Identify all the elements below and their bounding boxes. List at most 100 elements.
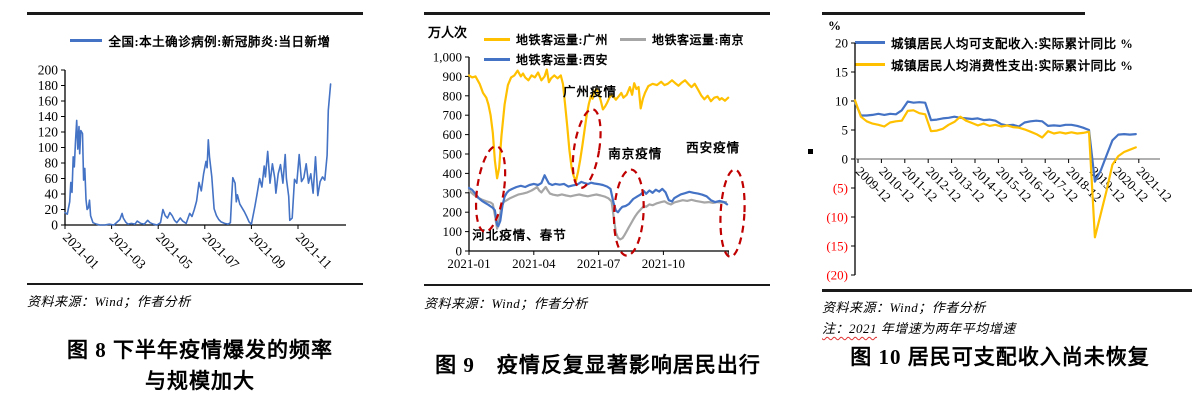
highlight-ellipse (571, 108, 602, 189)
legend-line-swatch (855, 41, 885, 44)
y-tick-label: 20 (45, 202, 59, 217)
legend-line-swatch (484, 58, 510, 61)
axes: 20151050(5)(10)(15)(20)2009-122010-12201… (826, 36, 1175, 283)
stray-square-artifact (808, 149, 813, 154)
x-tick-label: 2021-10 (642, 256, 685, 271)
y-tick-label: 160 (38, 94, 59, 109)
y-tick-label: 400 (443, 166, 463, 181)
y-tick-label: 5 (842, 123, 849, 138)
figure-10-panel: % 城镇居民人均可支配收入:实际累计同比 % 城镇居民人均消费性支出:实际累计同… (806, 0, 1194, 414)
y-tick-label: 0 (51, 218, 58, 233)
annotation-text: 西安疫情 (686, 140, 740, 155)
figure-9-caption: 图 9 疫情反复显著影响居民出行 (412, 350, 784, 381)
legend-line-swatch (855, 63, 885, 66)
y-tick-label: 200 (38, 63, 59, 78)
y-tick-label: 10 (835, 94, 848, 109)
top-rule (424, 12, 770, 15)
y-tick-label: (10) (826, 210, 848, 225)
fig8-legend: 全国:本土确诊病例:新冠肺炎:当日新增 (10, 31, 390, 50)
y-tick-label: 20 (835, 36, 848, 51)
series-line-0 (64, 83, 332, 226)
x-tick-label: 2021-03 (106, 230, 149, 273)
caption-line: 图 10 居民可支配收入尚未恢复 (850, 345, 1150, 369)
legend-entry-consumption-expenditure: 城镇居民人均消费性支出:实际累计同比 % (855, 55, 1133, 74)
y-tick-label: 200 (443, 205, 463, 220)
y-tick-label: 500 (443, 147, 463, 162)
series-lines (467, 68, 730, 241)
caption-line: 与规模加大 (145, 369, 255, 393)
fig10-note: 注：2021 年增速为两年平均增速 (822, 318, 1016, 337)
bottom-rule (27, 283, 363, 285)
x-tick-label: 2021-09 (246, 230, 289, 273)
x-tick-label: 2021-05 (153, 230, 196, 273)
legend-label-covid-cases: 全国:本土确诊病例:新冠肺炎:当日新增 (108, 35, 331, 49)
y-tick-label: 0 (842, 152, 849, 167)
y-tick-label: 100 (443, 224, 463, 239)
y-tick-label: 1,000 (433, 50, 462, 65)
y-tick-label: 300 (443, 185, 463, 200)
fig8-source-note: 资料来源：Wind；作者分析 (27, 294, 191, 309)
y-tick-label: 180 (38, 78, 59, 93)
caption-line: 图 8 下半年疫情爆发的频率 (67, 338, 333, 362)
axes: 0 100 200 300 400 500 600 700 800 900 1,000 2021-01… (433, 50, 729, 271)
figure-9-panel: 万人次 地铁客运量:广州 地铁客运量:南京 地铁客运量:西安 0 100 200 30… (412, 0, 784, 414)
legend-label-expenditure: 城镇居民人均消费性支出:实际累计同比 % (891, 59, 1134, 73)
y-tick-label: 700 (443, 108, 463, 123)
figure-8-caption: 图 8 下半年疫情爆发的频率 与规模加大 (10, 335, 390, 397)
fig9-source-note: 资料来源：Wind；作者分析 (424, 296, 588, 311)
y-tick-label: 40 (45, 187, 59, 202)
y-tick-label: 80 (45, 156, 59, 171)
x-tick-label: 2021-01 (60, 230, 102, 272)
x-tick-label: 2021-04 (512, 256, 556, 271)
x-tick-label: 2021-01 (447, 256, 490, 271)
series-line-0 (853, 100, 1137, 183)
legend-entry-nanjing: 地铁客运量:南京 (620, 31, 744, 48)
y-axis-unit-label: % (828, 18, 841, 33)
y-tick-label: 0 (456, 244, 463, 259)
series-line-2 (467, 174, 729, 228)
legend-entry-xian: 地铁客运量:西安 (484, 51, 608, 68)
highlight-ellipse (474, 145, 507, 233)
legend-label-nanjing: 地铁客运量:南京 (652, 33, 744, 47)
y-axis-unit-label: 万人次 (428, 25, 468, 40)
y-tick-label: (15) (826, 239, 848, 254)
fig10-source-note: 资料来源：Wind；作者分析 (822, 300, 986, 315)
highlight-ellipses (474, 108, 746, 258)
bottom-rule (822, 289, 1192, 292)
annotation-text: 南京疫情 (608, 146, 662, 161)
top-rule (822, 12, 1085, 15)
y-tick-label: 60 (45, 171, 59, 186)
note-rest-text: 年增速为两年平均增速 (877, 321, 1016, 336)
annotation-text: 河北疫情、春节 (472, 228, 567, 243)
legend-label-xian: 地铁客运量:西安 (516, 53, 608, 67)
legend-entry-disposable-income: 城镇居民人均可支配收入:实际累计同比 % (855, 33, 1133, 52)
series-line-1 (853, 99, 1137, 239)
income-expenditure-growth-chart: 20151050(5)(10)(15)(20)2009-122010-12201… (826, 36, 1175, 283)
y-tick-label: 15 (835, 65, 848, 80)
highlight-ellipse (612, 168, 645, 257)
bottom-rule (424, 284, 770, 286)
legend-line-swatch (69, 39, 102, 42)
y-tick-label: 900 (443, 69, 463, 84)
y-tick-label: 600 (443, 127, 463, 142)
series-line-0 (467, 68, 730, 183)
series-line-1 (467, 185, 728, 241)
metro-ridership-chart: 0 100 200 300 400 500 600 700 800 900 1,000 2021-01… (433, 50, 746, 271)
legend-label-income: 城镇居民人均可支配收入:实际累计同比 % (891, 37, 1134, 51)
highlight-ellipse (719, 168, 746, 258)
figure-8-panel: 全国:本土确诊病例:新冠肺炎:当日新增 0 20 40 60 80 100 120 140 16… (10, 0, 390, 414)
legend-line-swatch (484, 38, 510, 41)
legend-line-swatch (620, 38, 646, 41)
y-tick-label: 120 (38, 125, 59, 140)
y-tick-label: (20) (826, 268, 848, 283)
y-tick-label: 800 (443, 88, 463, 103)
x-tick-label: 2021-07 (200, 230, 243, 273)
x-tick-label: 2021-11 (293, 230, 335, 272)
x-tick-label: 2021-07 (577, 256, 621, 271)
caption-line: 图 9 疫情反复显著影响居民出行 (435, 353, 761, 377)
note-flagged-text: 注：2021 (822, 321, 878, 336)
legend-label-guangzhou: 地铁客运量:广州 (516, 33, 608, 47)
